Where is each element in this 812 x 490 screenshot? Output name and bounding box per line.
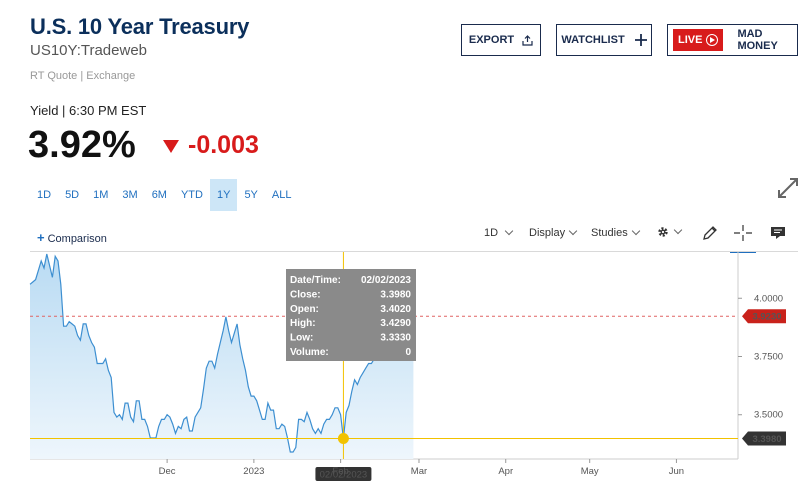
studies-label: Studies [591, 227, 628, 239]
display-label: Display [529, 227, 566, 239]
x-tick-label: Mar [411, 466, 427, 477]
range-tab-all[interactable]: ALL [271, 189, 292, 201]
live-badge: LIVE [673, 29, 724, 51]
tooltip-label: Close: [290, 289, 321, 300]
crosshair-tool[interactable] [730, 221, 756, 253]
price-value: 3.92% [28, 124, 136, 166]
export-button[interactable]: EXPORT [461, 24, 541, 56]
range-tab-6m[interactable]: 6M [151, 189, 167, 201]
price-change: -0.003 [188, 131, 259, 159]
export-label: EXPORT [468, 34, 515, 46]
pencil-icon[interactable] [702, 225, 718, 241]
plus-icon: + [37, 230, 45, 245]
tooltip-value: 0 [405, 347, 411, 358]
crosshair-date-label: 02/02/2023 [320, 470, 368, 481]
crosshair-icon [734, 225, 752, 241]
toolbar-divider [30, 251, 798, 252]
gear-icon [658, 227, 668, 237]
display-dropdown[interactable]: Display [529, 226, 578, 239]
watchlist-label: WATCHLIST [561, 34, 625, 46]
x-tick-label: Apr [498, 466, 513, 477]
tooltip-value: 02/02/2023 [361, 275, 411, 286]
comment-icon[interactable] [770, 226, 786, 240]
price-line [29, 253, 414, 453]
watchlist-button[interactable]: WATCHLIST [556, 24, 652, 56]
crosshair-value-badge [742, 431, 786, 446]
chevron-down-icon [568, 226, 578, 236]
tooltip-label: Low: [290, 333, 313, 344]
interval-dropdown[interactable]: 1D [484, 226, 514, 239]
price-chart[interactable]: 3.9230 02/02/2023 3.3980 Dec 2023 Feb Mar Apr… [0, 252, 812, 490]
y-tick-label: 4.0000 [754, 293, 783, 304]
studies-dropdown[interactable]: Studies [591, 226, 640, 239]
range-tabs: 1D 5D 1M 3M 6M YTD 1Y 5Y ALL [30, 179, 298, 211]
data-tooltip: Date/Time: 02/02/2023 Close: 3.3980 Open: 3.4… [286, 269, 416, 361]
range-tab-3m[interactable]: 3M [122, 189, 138, 201]
x-tick-label: May [581, 466, 599, 477]
page-title: U.S. 10 Year Treasury [30, 14, 250, 39]
chevron-down-icon [673, 225, 683, 235]
range-tab-ytd[interactable]: YTD [180, 189, 203, 201]
expand-icon[interactable] [777, 177, 799, 199]
tooltip-value: 3.4020 [380, 304, 411, 315]
down-arrow-icon [163, 140, 179, 153]
settings-dropdown[interactable] [656, 225, 683, 239]
live-label: LIVE [678, 34, 703, 46]
interval-label: 1D [484, 227, 499, 239]
comparison-button[interactable]: + Comparison [37, 230, 107, 245]
tooltip-box [286, 269, 416, 361]
x-tick-label: Dec [159, 466, 176, 477]
tooltip-label: Date/Time: [290, 275, 341, 286]
range-tab-1d[interactable]: 1D [37, 189, 52, 201]
range-tab-1m[interactable]: 1M [93, 189, 109, 201]
yield-time: Yield | 6:30 PM EST [30, 103, 147, 118]
crosshair-point [337, 433, 349, 444]
range-tab-1y[interactable]: 1Y [209, 179, 238, 211]
y-tick-label: 3.5000 [754, 410, 783, 421]
export-icon [522, 34, 533, 46]
play-icon [706, 34, 719, 46]
chevron-down-icon [631, 226, 640, 236]
x-tick-label: Feb [332, 466, 348, 477]
plus-icon [634, 34, 647, 46]
mad-money-label: MAD MONEY [737, 28, 778, 52]
crosshair-date-badge [315, 467, 372, 481]
tooltip-label: Open: [290, 304, 319, 315]
x-tick-label: Jun [669, 466, 684, 477]
range-tab-5y[interactable]: 5Y [244, 189, 258, 201]
price-area [30, 254, 414, 459]
quote-source: RT Quote | Exchange [30, 70, 136, 82]
last-price-label: 3.9230 [752, 312, 781, 323]
tooltip-label: Volume: [290, 347, 329, 358]
range-tab-5d[interactable]: 5D [65, 189, 80, 201]
tooltip-value: 3.3980 [380, 289, 411, 300]
chevron-down-icon [504, 226, 514, 236]
tooltip-value: 3.3330 [380, 333, 411, 344]
crosshair-value-label: 3.3980 [752, 434, 781, 445]
mad-money-live-button[interactable]: LIVE MAD MONEY [667, 24, 798, 56]
tooltip-label: High: [290, 318, 316, 329]
symbol-label: US10Y:Tradeweb [30, 42, 148, 59]
tooltip-value: 3.4290 [380, 318, 411, 329]
x-tick-label: 2023 [243, 466, 264, 477]
y-tick-label: 3.7500 [754, 352, 783, 363]
last-price-badge [742, 309, 786, 324]
comparison-label: Comparison [47, 233, 107, 245]
